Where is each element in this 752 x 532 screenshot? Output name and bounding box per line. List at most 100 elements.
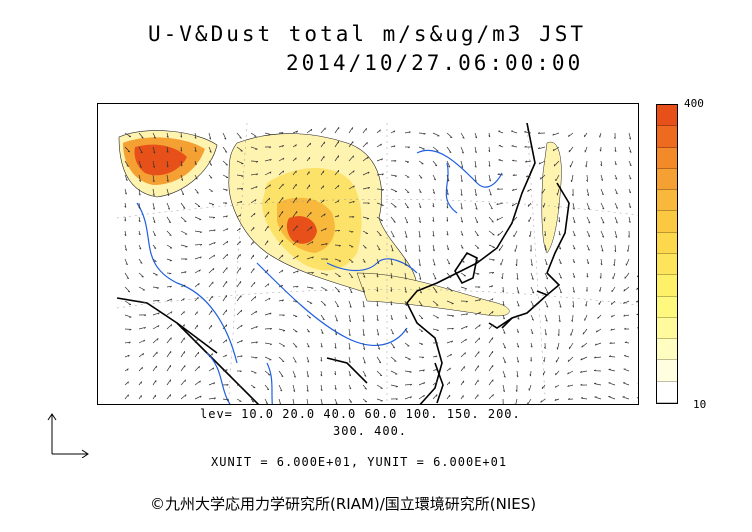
wind-vector bbox=[569, 146, 574, 153]
wind-vector-head bbox=[311, 226, 313, 229]
wind-vector-head bbox=[515, 389, 518, 392]
wind-vector bbox=[124, 160, 130, 167]
wind-vector-head bbox=[611, 302, 613, 305]
wind-vector bbox=[638, 342, 639, 344]
wind-vector-head bbox=[307, 345, 310, 348]
wind-vector bbox=[530, 286, 535, 294]
wind-vector-head bbox=[502, 290, 505, 293]
wind-vector-head bbox=[166, 179, 169, 182]
wind-vector-head bbox=[126, 165, 130, 167]
wind-vector-head bbox=[515, 264, 518, 267]
wind-vector bbox=[391, 356, 397, 362]
wind-vector bbox=[166, 379, 172, 386]
wind-vector bbox=[152, 132, 157, 139]
wind-vector bbox=[125, 300, 132, 305]
wind-vector bbox=[419, 160, 424, 165]
wind-vector-head bbox=[423, 133, 426, 135]
wind-vector bbox=[265, 312, 272, 316]
wind-vector bbox=[153, 300, 160, 302]
wind-vector-head bbox=[405, 317, 408, 320]
wind-vector-head bbox=[382, 173, 385, 176]
wind-vector-head bbox=[545, 333, 547, 336]
wind-vector-head bbox=[531, 332, 534, 335]
wind-vector bbox=[526, 174, 532, 178]
wind-vector bbox=[250, 268, 255, 274]
wind-vector bbox=[447, 327, 454, 330]
wind-vector bbox=[138, 188, 141, 196]
wind-vector bbox=[554, 160, 560, 167]
wind-vector-head bbox=[352, 216, 355, 218]
wind-vector bbox=[334, 141, 340, 148]
wind-vector bbox=[525, 160, 532, 163]
wind-vector-head bbox=[600, 263, 603, 266]
wind-vector bbox=[376, 342, 381, 350]
wind-vector-head bbox=[433, 192, 436, 194]
wind-vector bbox=[152, 174, 155, 182]
wind-vector-head bbox=[196, 192, 200, 194]
wind-vector bbox=[349, 155, 355, 162]
wind-vector bbox=[500, 258, 504, 266]
wind-vector-head bbox=[166, 150, 169, 153]
wind-vector-head bbox=[502, 303, 505, 306]
wind-vector bbox=[541, 188, 546, 194]
wind-vector bbox=[433, 314, 440, 319]
wind-vector bbox=[348, 314, 352, 322]
wind-vector bbox=[474, 174, 477, 182]
wind-vector-head bbox=[324, 304, 327, 306]
wind-vector bbox=[237, 324, 243, 330]
wind-vector bbox=[307, 211, 312, 218]
wind-vector-head bbox=[545, 319, 548, 322]
legend-color-band bbox=[657, 339, 677, 361]
wind-vector bbox=[516, 370, 519, 378]
wind-vector bbox=[614, 230, 618, 238]
wind-vector bbox=[433, 381, 438, 386]
wind-vector bbox=[558, 272, 563, 279]
wind-vector bbox=[461, 313, 469, 316]
wind-vector bbox=[461, 352, 467, 358]
wind-vector bbox=[180, 188, 185, 195]
wind-vector bbox=[195, 216, 202, 220]
wind-vector bbox=[391, 188, 398, 192]
wind-vector-head bbox=[423, 382, 426, 385]
wind-vector bbox=[502, 356, 507, 363]
wind-vector-head bbox=[532, 291, 535, 294]
wind-vector bbox=[497, 230, 504, 236]
wind-vector bbox=[497, 174, 504, 176]
wind-vector-head bbox=[225, 354, 228, 357]
wind-vector-head bbox=[353, 170, 355, 173]
wind-vector-head bbox=[404, 263, 407, 266]
wind-vector bbox=[167, 285, 172, 288]
wind-vector bbox=[209, 254, 216, 260]
coastlines bbox=[117, 122, 571, 404]
wind-vector-head bbox=[157, 300, 160, 302]
wind-vector-head bbox=[124, 205, 127, 208]
wind-vector-head bbox=[396, 398, 399, 401]
wind-vector-head bbox=[139, 247, 142, 250]
wind-vector-head bbox=[491, 285, 494, 288]
wind-vector bbox=[349, 244, 354, 248]
wind-vector bbox=[446, 188, 449, 195]
wind-vector-head bbox=[599, 276, 602, 279]
wind-vector bbox=[348, 356, 351, 363]
wind-vector-head bbox=[194, 163, 197, 166]
wind-vector-head bbox=[466, 325, 468, 328]
wind-vector-head bbox=[559, 262, 562, 265]
wind-vector-head bbox=[531, 278, 534, 280]
wind-vector bbox=[460, 132, 465, 139]
wind-vector bbox=[419, 132, 426, 134]
wind-vector bbox=[180, 324, 185, 330]
wind-vector-head bbox=[450, 353, 453, 356]
wind-vector bbox=[335, 258, 342, 262]
wind-vector bbox=[628, 160, 632, 166]
wind-vector-head bbox=[269, 171, 272, 174]
wind-vector-head bbox=[517, 317, 520, 320]
wind-vector-head bbox=[334, 373, 337, 376]
wind-vector-head bbox=[616, 207, 619, 209]
wind-vector-head bbox=[516, 277, 519, 280]
wind-vector bbox=[167, 230, 172, 236]
wind-vector bbox=[334, 384, 337, 390]
wind-vector bbox=[512, 216, 518, 222]
wind-vector bbox=[558, 216, 561, 223]
wind-vector-head bbox=[282, 157, 285, 160]
wind-vector-head bbox=[376, 289, 379, 292]
